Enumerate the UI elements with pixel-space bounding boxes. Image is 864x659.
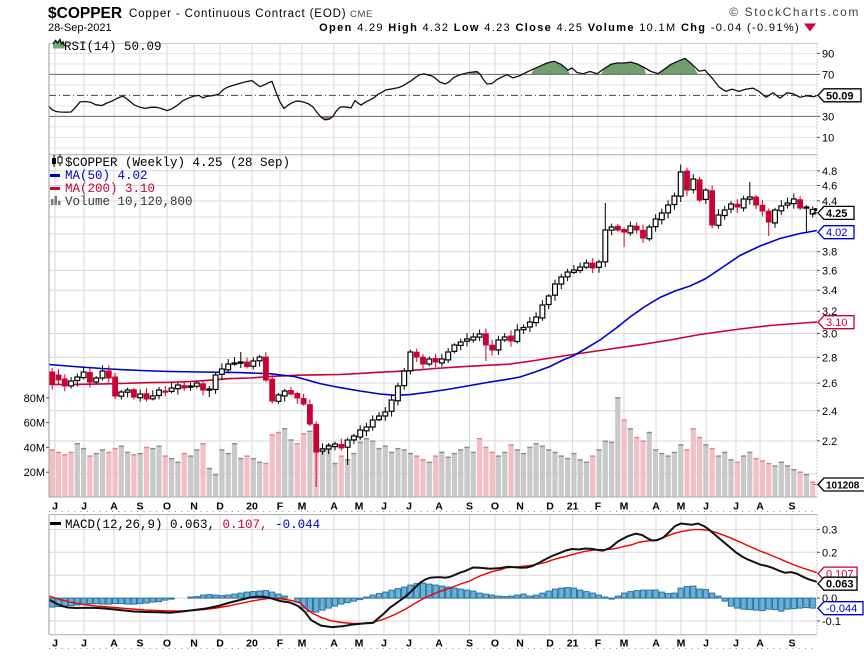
svg-text:J: J (52, 638, 58, 650)
svg-text:-0.1: -0.1 (822, 616, 841, 628)
svg-text:© StockCharts.com: © StockCharts.com (729, 5, 860, 19)
svg-text:$COPPER: $COPPER (48, 5, 122, 22)
svg-text:O: O (163, 638, 171, 650)
svg-text:F: F (595, 638, 602, 650)
svg-text:M: M (355, 638, 364, 650)
svg-text:F: F (277, 638, 284, 650)
svg-text:21: 21 (567, 501, 579, 513)
svg-text:50.09: 50.09 (826, 90, 854, 102)
svg-text:J: J (52, 501, 58, 513)
svg-text:60M: 60M (24, 418, 45, 430)
svg-text:J: J (381, 638, 387, 650)
svg-text:MA(200) 3.10: MA(200) 3.10 (65, 182, 155, 196)
svg-text:3.6: 3.6 (822, 265, 837, 277)
svg-text:M: M (355, 501, 364, 513)
svg-text:A: A (435, 638, 443, 650)
svg-text:S: S (136, 501, 143, 513)
svg-text:0.3: 0.3 (822, 524, 837, 536)
svg-text:A: A (330, 638, 338, 650)
svg-text:D: D (216, 501, 224, 513)
svg-text:2.2: 2.2 (822, 436, 837, 448)
svg-text:3.10: 3.10 (826, 317, 847, 329)
svg-text:A: A (756, 501, 764, 513)
svg-text:A: A (652, 638, 660, 650)
svg-text:M: M (620, 501, 629, 513)
svg-text:J: J (81, 501, 87, 513)
svg-text:70: 70 (822, 69, 834, 81)
svg-text:MA(50) 4.02: MA(50) 4.02 (65, 169, 148, 183)
svg-text:20M: 20M (24, 467, 45, 479)
svg-text:J: J (703, 501, 709, 513)
svg-text:D: D (546, 638, 554, 650)
svg-text:10: 10 (822, 132, 834, 144)
svg-text:3.0: 3.0 (822, 329, 837, 341)
svg-text:O: O (163, 501, 171, 513)
svg-text:M: M (298, 501, 307, 513)
svg-text:CME: CME (350, 9, 373, 20)
svg-text:F: F (595, 501, 602, 513)
svg-text:F: F (277, 501, 284, 513)
svg-text:M: M (298, 638, 307, 650)
svg-text:J: J (406, 638, 412, 650)
svg-text:J: J (733, 638, 739, 650)
svg-text:A: A (330, 501, 338, 513)
svg-text:N: N (516, 501, 524, 513)
svg-text:3.8: 3.8 (822, 247, 837, 259)
svg-text:RSI(14) 50.09: RSI(14) 50.09 (64, 40, 162, 54)
svg-text:3.4: 3.4 (822, 285, 837, 297)
svg-text:S: S (788, 501, 795, 513)
svg-text:S: S (466, 638, 473, 650)
svg-text:J: J (81, 638, 87, 650)
svg-text:M: M (620, 638, 629, 650)
svg-text:N: N (190, 501, 198, 513)
svg-text:Volume 10,120,800: Volume 10,120,800 (65, 195, 193, 209)
svg-text:MACD(12,26,9) 0.063, 0.107, -0: MACD(12,26,9) 0.063, 0.107, -0.044 (65, 518, 320, 532)
svg-text:Open 4.29 High 4.32 Low 4.23 C: Open 4.29 High 4.32 Low 4.23 Close 4.25 … (319, 22, 800, 34)
svg-text:30: 30 (822, 111, 834, 123)
svg-text:S: S (136, 638, 143, 650)
svg-text:-0.044: -0.044 (826, 603, 857, 615)
svg-text:J: J (406, 501, 412, 513)
svg-text:90: 90 (822, 48, 834, 60)
svg-text:O: O (491, 501, 499, 513)
svg-text:S: S (788, 638, 795, 650)
svg-text:A: A (756, 638, 764, 650)
svg-text:4.8: 4.8 (822, 166, 837, 178)
svg-text:O: O (491, 638, 499, 650)
svg-text:40M: 40M (24, 442, 45, 454)
svg-text:Copper - Continuous Contract (: Copper - Continuous Contract (EOD) (129, 8, 346, 20)
svg-text:4.25: 4.25 (826, 208, 847, 220)
svg-text:N: N (190, 638, 198, 650)
svg-text:4.4: 4.4 (822, 196, 837, 208)
svg-text:28-Sep-2021: 28-Sep-2021 (48, 22, 112, 34)
svg-text:4.6: 4.6 (822, 181, 837, 193)
svg-text:2.6: 2.6 (822, 378, 837, 390)
svg-text:J: J (381, 501, 387, 513)
svg-text:J: J (703, 638, 709, 650)
svg-text:$COPPER (Weekly) 4.25 (28 Sep): $COPPER (Weekly) 4.25 (28 Sep) (65, 156, 290, 170)
svg-text:N: N (516, 638, 524, 650)
svg-text:A: A (435, 501, 443, 513)
svg-text:S: S (466, 501, 473, 513)
svg-text:D: D (546, 501, 554, 513)
svg-text:80M: 80M (24, 393, 45, 405)
svg-text:2.8: 2.8 (822, 352, 837, 364)
svg-text:2.4: 2.4 (822, 406, 837, 418)
svg-text:20: 20 (246, 638, 258, 650)
svg-text:0.2: 0.2 (822, 547, 837, 559)
svg-text:D: D (216, 638, 224, 650)
svg-text:M: M (677, 501, 686, 513)
svg-text:A: A (110, 638, 118, 650)
svg-text:M: M (677, 638, 686, 650)
svg-text:J: J (733, 501, 739, 513)
svg-text:4.02: 4.02 (826, 227, 847, 239)
svg-text:21: 21 (567, 638, 579, 650)
svg-text:A: A (110, 501, 118, 513)
svg-text:0.063: 0.063 (826, 579, 854, 591)
svg-text:A: A (652, 501, 660, 513)
svg-text:20: 20 (246, 501, 258, 513)
svg-text:101208: 101208 (826, 480, 860, 491)
